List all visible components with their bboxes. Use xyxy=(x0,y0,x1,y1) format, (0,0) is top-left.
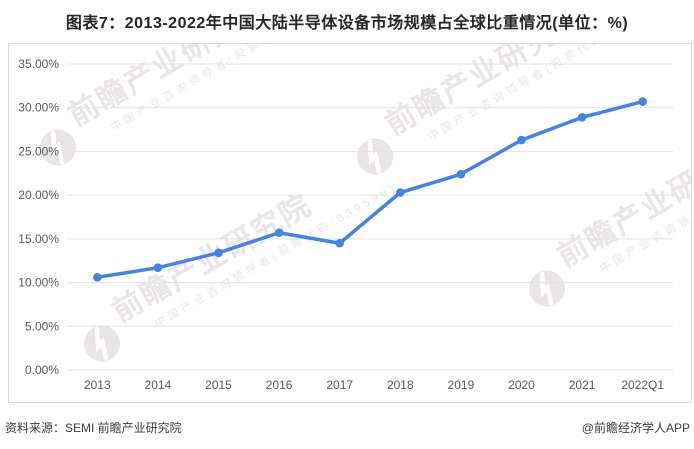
data-point-2013 xyxy=(93,273,102,282)
x-axis-tick-label: 2018 xyxy=(387,378,414,392)
chart-container: 前瞻产业研究院 中国产业咨询领导者(股票代码:839599) 前瞻产业研究院 中国产业… xyxy=(8,43,692,403)
data-point-2016 xyxy=(274,228,284,238)
data-point-2019 xyxy=(456,169,466,179)
trend-line xyxy=(95,99,645,280)
y-axis-tick-label: 5.00% xyxy=(25,319,59,333)
data-point-2017 xyxy=(335,238,345,248)
x-axis-tick-label: 2019 xyxy=(448,378,475,392)
credit-note: @前瞻经济学人APP xyxy=(581,421,690,435)
x-axis-tick-label: 2014 xyxy=(145,378,172,392)
data-point-2014 xyxy=(153,263,163,273)
x-axis-tick-label: 2013 xyxy=(84,378,111,392)
x-axis-tick-label: 2016 xyxy=(266,378,293,392)
y-axis-tick-label: 35.00% xyxy=(18,57,59,71)
chart-title: 图表7：2013-2022年中国大陆半导体设备市场规模占全球比重情况(单位：%) xyxy=(65,15,629,32)
x-axis-tick-label: 2020 xyxy=(508,378,535,392)
x-axis-tick-label: 2021 xyxy=(569,378,596,392)
footer: 资料来源：SEMI 前瞻产业研究院 @前瞻经济学人APP xyxy=(0,414,694,440)
y-axis-tick-label: 0.00% xyxy=(25,363,59,377)
x-axis-tick-label: 2022Q1 xyxy=(621,378,664,392)
y-axis-tick-label: 30.00% xyxy=(18,101,59,115)
source-note: 资料来源：SEMI 前瞻产业研究院 xyxy=(5,421,182,435)
y-axis-tick-label: 20.00% xyxy=(18,188,59,202)
y-axis-tick-label: 10.00% xyxy=(18,276,59,290)
y-axis-tick-label: 15.00% xyxy=(18,232,59,246)
data-point-2020 xyxy=(517,135,526,145)
x-axis-tick-label: 2015 xyxy=(205,378,232,392)
data-point-2021 xyxy=(577,113,587,122)
data-point-2018 xyxy=(396,188,405,197)
data-point-2015 xyxy=(214,248,223,258)
x-axis-tick-label: 2017 xyxy=(326,378,353,392)
data-point-2022Q1 xyxy=(638,97,647,106)
y-axis-tick-label: 25.00% xyxy=(18,144,59,158)
line-chart: 0.00% 5.00% 10.00% 15.00% 20.00% 25.00% 30.00%… xyxy=(18,57,673,392)
